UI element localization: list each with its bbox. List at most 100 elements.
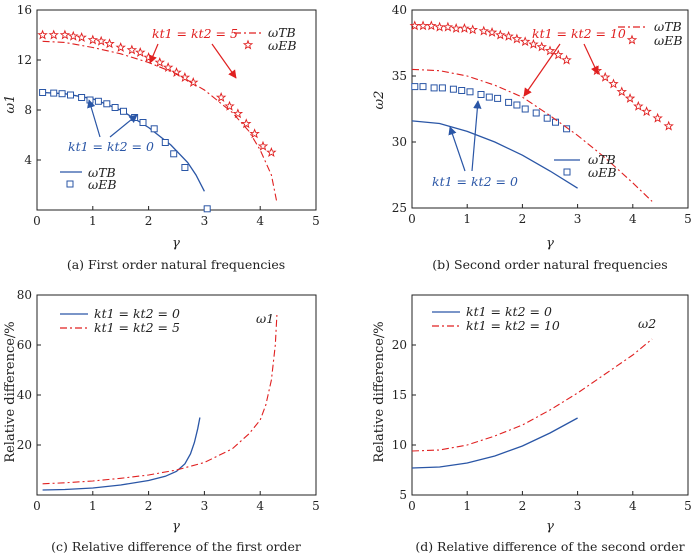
star-point-b-22 bbox=[616, 86, 627, 97]
star-point-b-26 bbox=[652, 112, 663, 123]
xtick-label-d-5: 5 bbox=[684, 499, 692, 513]
xtick-label-d-3: 3 bbox=[574, 499, 582, 513]
series-line-a-2 bbox=[42, 40, 278, 203]
star-point-a-18 bbox=[224, 100, 235, 111]
star-point-a-12 bbox=[154, 57, 165, 67]
star-point-a-22 bbox=[257, 140, 269, 151]
ytick-label-c-1: 40 bbox=[17, 388, 32, 402]
arrow-a-red-2 bbox=[211, 43, 237, 79]
xtick-label-a-2: 2 bbox=[145, 214, 153, 228]
ytick-label-a-1: 8 bbox=[24, 103, 32, 117]
xtick-label-d-2: 2 bbox=[519, 499, 527, 513]
xtick-label-b-2: 2 bbox=[519, 212, 527, 226]
plot-frame-b bbox=[411, 9, 689, 209]
star-point-b-14 bbox=[528, 38, 539, 49]
star-point-b-15 bbox=[536, 41, 547, 52]
legend-a-tb: ωTB bbox=[88, 165, 116, 180]
legend-c: kt1 = kt2 = 0 kt1 = kt2 = 5 bbox=[60, 306, 180, 335]
ylabel-b: ω2 bbox=[372, 91, 387, 110]
xlabel-a: γ bbox=[172, 236, 180, 251]
legend-a-top-tb: ωTB bbox=[268, 25, 296, 40]
ylabel-c: Relative difference/% bbox=[3, 321, 18, 462]
square-point-b-1 bbox=[419, 83, 427, 91]
legend-a-eb: ωEB bbox=[88, 177, 117, 192]
ytick-label-d-3: 20 bbox=[392, 338, 407, 352]
square-point-a-7 bbox=[103, 100, 111, 108]
square-point-a-1 bbox=[50, 89, 58, 97]
arrow-b-red-2 bbox=[583, 43, 599, 75]
star-point-b-16 bbox=[544, 45, 556, 56]
square-point-a-4 bbox=[78, 94, 86, 101]
square-point-b-2 bbox=[430, 84, 438, 92]
legend-a-star-marker bbox=[242, 39, 254, 50]
star-point-a-3 bbox=[68, 30, 79, 41]
star-point-b-23 bbox=[624, 92, 636, 103]
star-point-a-15 bbox=[179, 72, 191, 82]
star-point-b-17 bbox=[553, 49, 564, 60]
legend-a-top: ωTB ωEB bbox=[234, 25, 297, 53]
curve-label-d: ω2 bbox=[638, 316, 656, 331]
xlabel-d: γ bbox=[546, 519, 554, 534]
star-point-b-21 bbox=[608, 78, 619, 89]
square-point-b-4 bbox=[449, 85, 457, 93]
square-point-a-13 bbox=[161, 139, 169, 146]
star-point-b-11 bbox=[503, 30, 514, 41]
ytick-label-a-0: 4 bbox=[24, 153, 32, 167]
square-point-a-11 bbox=[139, 119, 147, 126]
panel-d: 0 1 2 3 4 5 5 10 15 20 Relative difference/% γ (d… bbox=[372, 294, 692, 554]
square-point-b-8 bbox=[485, 93, 493, 101]
star-point-a-9 bbox=[126, 44, 138, 55]
square-point-b-5 bbox=[458, 87, 466, 94]
star-point-a-21 bbox=[249, 128, 260, 139]
square-point-a-14 bbox=[170, 150, 178, 158]
square-point-a-2 bbox=[58, 90, 66, 98]
square-point-a-9 bbox=[120, 107, 127, 115]
xtick-label-a-4: 4 bbox=[256, 214, 264, 228]
ytick-label-c-2: 60 bbox=[17, 338, 32, 352]
xtick-label-c-5: 5 bbox=[312, 499, 320, 513]
xtick-label-b-4: 4 bbox=[629, 212, 637, 226]
ytick-label-a-2: 12 bbox=[17, 53, 32, 67]
ylabel-a: ω1 bbox=[3, 95, 18, 114]
xtick-label-c-4: 4 bbox=[256, 499, 264, 513]
caption-d: (d) Relative difference of the second or… bbox=[415, 539, 684, 554]
ytick-label-d-1: 10 bbox=[392, 438, 407, 452]
square-point-a-15 bbox=[181, 164, 189, 171]
legend-star-a bbox=[242, 39, 254, 50]
star-point-b-13 bbox=[519, 36, 531, 47]
arrow-a-red-1 bbox=[149, 43, 159, 64]
star-point-a-8 bbox=[115, 42, 126, 52]
xtick-label-b-0: 0 bbox=[408, 212, 416, 226]
star-point-a-5 bbox=[87, 34, 99, 45]
series-line-c-1 bbox=[42, 314, 278, 485]
xtick-label-b-1: 1 bbox=[463, 212, 471, 226]
ytick-label-c-3: 80 bbox=[17, 288, 32, 302]
legend-star-b bbox=[626, 34, 638, 45]
ytick-label-d-2: 15 bbox=[392, 388, 407, 402]
star-point-a-2 bbox=[59, 29, 71, 40]
annotation-b-blue: kt1 = kt2 = 0 bbox=[432, 174, 518, 189]
star-point-a-10 bbox=[135, 47, 146, 57]
square-point-a-0 bbox=[39, 89, 47, 96]
star-point-b-24 bbox=[633, 100, 644, 111]
legend-b-top: ωTB ωEB bbox=[618, 19, 683, 48]
series-line-c-0 bbox=[42, 417, 201, 491]
legend-b-star-marker bbox=[626, 34, 638, 45]
square-point-b-14 bbox=[543, 114, 551, 122]
arrow-b-red-1 bbox=[523, 43, 561, 97]
xtick-label-a-1: 1 bbox=[89, 214, 97, 228]
star-point-b-4 bbox=[442, 21, 454, 32]
series-a bbox=[37, 29, 278, 213]
legend-b-bottom: ωTB ωEB bbox=[554, 152, 617, 180]
square-point-a-16 bbox=[203, 205, 211, 213]
star-point-b-8 bbox=[478, 25, 489, 36]
ytick-label-b-2: 35 bbox=[392, 69, 407, 83]
xtick-label-a-0: 0 bbox=[33, 214, 41, 228]
square-point-b-11 bbox=[513, 101, 521, 109]
xtick-label-a-3: 3 bbox=[201, 214, 209, 228]
series-line-d-1 bbox=[411, 338, 653, 452]
square-point-a-3 bbox=[67, 91, 74, 99]
star-point-a-17 bbox=[215, 92, 227, 102]
